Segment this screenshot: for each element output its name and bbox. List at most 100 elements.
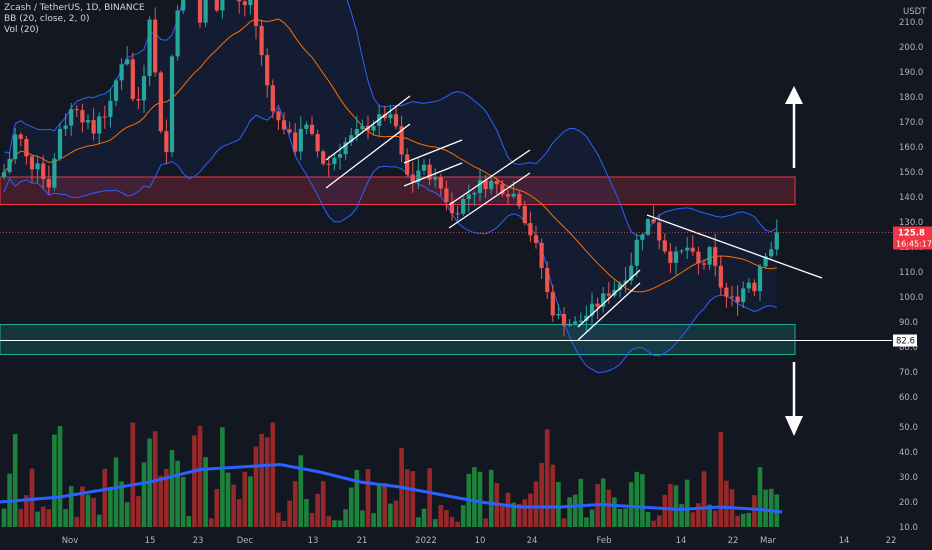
price-tick-label: 160.0 <box>899 143 923 153</box>
volume-bar <box>533 481 539 527</box>
candle-body <box>601 293 606 307</box>
candle-body <box>561 313 567 326</box>
candle-body <box>18 134 23 139</box>
volume-bar <box>57 426 63 527</box>
volume-bar <box>281 520 287 527</box>
time-tick-label: Mar <box>760 536 777 546</box>
price-tick-label: 40.0 <box>899 448 918 458</box>
candle <box>741 281 746 309</box>
chart-legend: Zcash / TetherUS, 1D, BINANCE BB (20, cl… <box>4 3 145 36</box>
volume-bar <box>662 494 668 527</box>
candle <box>449 192 455 221</box>
volume-bar <box>124 502 130 527</box>
candle <box>393 105 399 130</box>
candle <box>640 233 645 251</box>
candle <box>91 108 96 141</box>
candle <box>360 119 365 132</box>
time-tick-label: 23 <box>193 536 204 546</box>
candle <box>287 121 292 135</box>
symbol-title[interactable]: Zcash / TetherUS, 1D, BINANCE <box>4 3 145 13</box>
candle <box>550 284 555 322</box>
candle <box>276 108 281 130</box>
candle-body <box>237 0 242 2</box>
candle <box>629 252 634 285</box>
candle-body <box>483 180 488 190</box>
candle-body <box>489 180 494 190</box>
candle <box>24 135 29 165</box>
volume-bar <box>421 508 427 527</box>
candle-body <box>696 251 701 264</box>
volume-bar <box>259 433 264 527</box>
candle <box>237 0 242 14</box>
volume-bar <box>752 495 757 527</box>
candle-body <box>545 267 550 293</box>
candle <box>455 206 460 221</box>
candle <box>265 48 270 98</box>
candle <box>382 105 387 122</box>
volume-bar <box>696 503 701 527</box>
candle-body <box>472 192 477 195</box>
candle <box>707 245 712 270</box>
volume-bar <box>225 472 231 527</box>
candle-body <box>517 193 522 206</box>
candle-body <box>701 263 707 265</box>
candle-body <box>349 135 354 143</box>
price-tick-label: 30.0 <box>899 473 918 483</box>
candle-body <box>102 116 107 118</box>
candle <box>769 241 774 259</box>
candle-body <box>718 265 723 288</box>
candle-body <box>533 235 539 243</box>
candle-body <box>645 219 651 235</box>
volume-bar <box>18 509 24 527</box>
volume-bar <box>634 471 640 527</box>
candle-body <box>80 110 85 123</box>
candle <box>108 88 113 128</box>
volume-bar <box>68 486 74 527</box>
volume-bar <box>612 497 617 527</box>
candle-body <box>108 100 113 117</box>
volume-bar <box>438 505 444 527</box>
resistance-zone <box>0 176 796 205</box>
candle <box>153 7 158 77</box>
volume-bar <box>460 505 466 527</box>
candle <box>505 189 511 204</box>
trend-line <box>577 269 641 328</box>
candle <box>203 0 208 28</box>
volume-legend[interactable]: Vol (20) <box>4 25 39 35</box>
volume-bar <box>102 468 108 527</box>
bollinger-legend[interactable]: BB (20, close, 2, 0) <box>4 14 90 24</box>
candle-body <box>29 156 35 170</box>
time-tick-label: Dec <box>237 536 254 546</box>
candle-body <box>769 249 774 257</box>
time-tick-label: 10 <box>475 536 486 546</box>
trend-line <box>577 282 641 341</box>
support-zone <box>0 324 796 355</box>
candle <box>752 279 757 296</box>
candle <box>645 217 651 237</box>
candle-body <box>388 114 393 119</box>
candle-body <box>220 0 225 11</box>
candle <box>321 149 326 166</box>
candle-body <box>248 0 253 6</box>
candle <box>444 180 449 211</box>
volume-bar <box>354 469 360 527</box>
volume-bar <box>231 484 236 527</box>
candle-body <box>293 132 298 152</box>
candle-body <box>668 251 673 263</box>
candle-body <box>158 72 163 132</box>
candle <box>472 191 477 207</box>
volume-bar <box>544 429 550 527</box>
horizontal-line-label: 82.6 <box>896 337 915 347</box>
price-tick-label: 190.0 <box>899 68 923 78</box>
candle-body <box>662 240 667 252</box>
candle <box>41 155 46 189</box>
candle <box>757 263 763 302</box>
volume-bar <box>740 513 746 527</box>
candle-body <box>46 179 51 188</box>
candle <box>130 52 135 102</box>
volume-bar <box>483 518 488 527</box>
volume-bar <box>337 520 343 527</box>
candle-body <box>724 287 729 297</box>
volume-bar <box>690 512 696 527</box>
